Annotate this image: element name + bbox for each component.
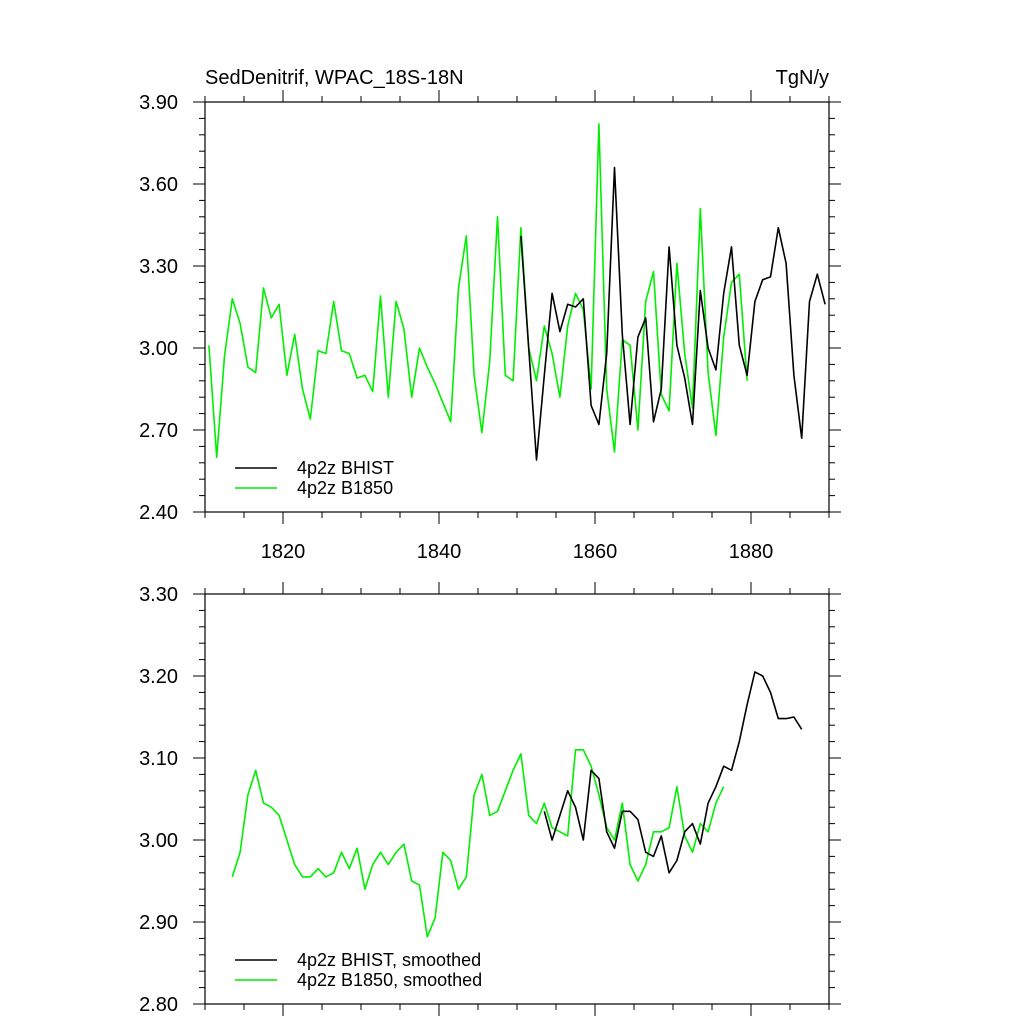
y-tick-label: 2.80 bbox=[139, 994, 178, 1016]
x-tick-label: 1860 bbox=[573, 541, 618, 563]
top-panel: 1820 1840 1860 1880 2.40 2.70 3.00 3.30 3.60 3.90… bbox=[139, 90, 841, 563]
y-tick-label: 3.60 bbox=[139, 174, 178, 196]
y-tick-label: 2.40 bbox=[139, 502, 178, 524]
legend-label: 4p2z BHIST, smoothed bbox=[297, 950, 481, 970]
x-tick-label: 1820 bbox=[261, 541, 306, 563]
y-tick-label: 3.30 bbox=[139, 584, 178, 606]
series-line-b1850 bbox=[208, 123, 748, 459]
x-tick-label: 1840 bbox=[417, 541, 462, 563]
y-tick-label: 3.10 bbox=[139, 748, 178, 770]
y-tick-label: 3.00 bbox=[139, 338, 178, 360]
legend-label: 4p2z B1850 bbox=[297, 478, 393, 498]
chart-units: TgN/y bbox=[776, 67, 829, 89]
bottom-panel: 2.80 2.90 3.00 3.10 3.20 3.30 4p2z BHIST, smoo… bbox=[139, 582, 841, 1016]
series-line-bhist bbox=[543, 671, 803, 874]
x-tick-label: 1880 bbox=[729, 541, 774, 563]
legend-label: 4p2z BHIST bbox=[297, 458, 394, 478]
plot-frame bbox=[204, 593, 830, 1005]
y-tick-label: 3.20 bbox=[139, 666, 178, 688]
series-line-bhist bbox=[520, 166, 826, 461]
y-tick-label: 3.90 bbox=[139, 92, 178, 114]
y-tick-label: 3.30 bbox=[139, 256, 178, 278]
y-tick-label: 2.70 bbox=[139, 420, 178, 442]
chart-title: SedDenitrif, WPAC_18S-18N bbox=[205, 67, 464, 89]
series-line-b1850 bbox=[231, 748, 725, 938]
y-tick-label: 2.90 bbox=[139, 912, 178, 934]
y-tick-label: 3.00 bbox=[139, 830, 178, 852]
legend-label: 4p2z B1850, smoothed bbox=[297, 970, 482, 990]
